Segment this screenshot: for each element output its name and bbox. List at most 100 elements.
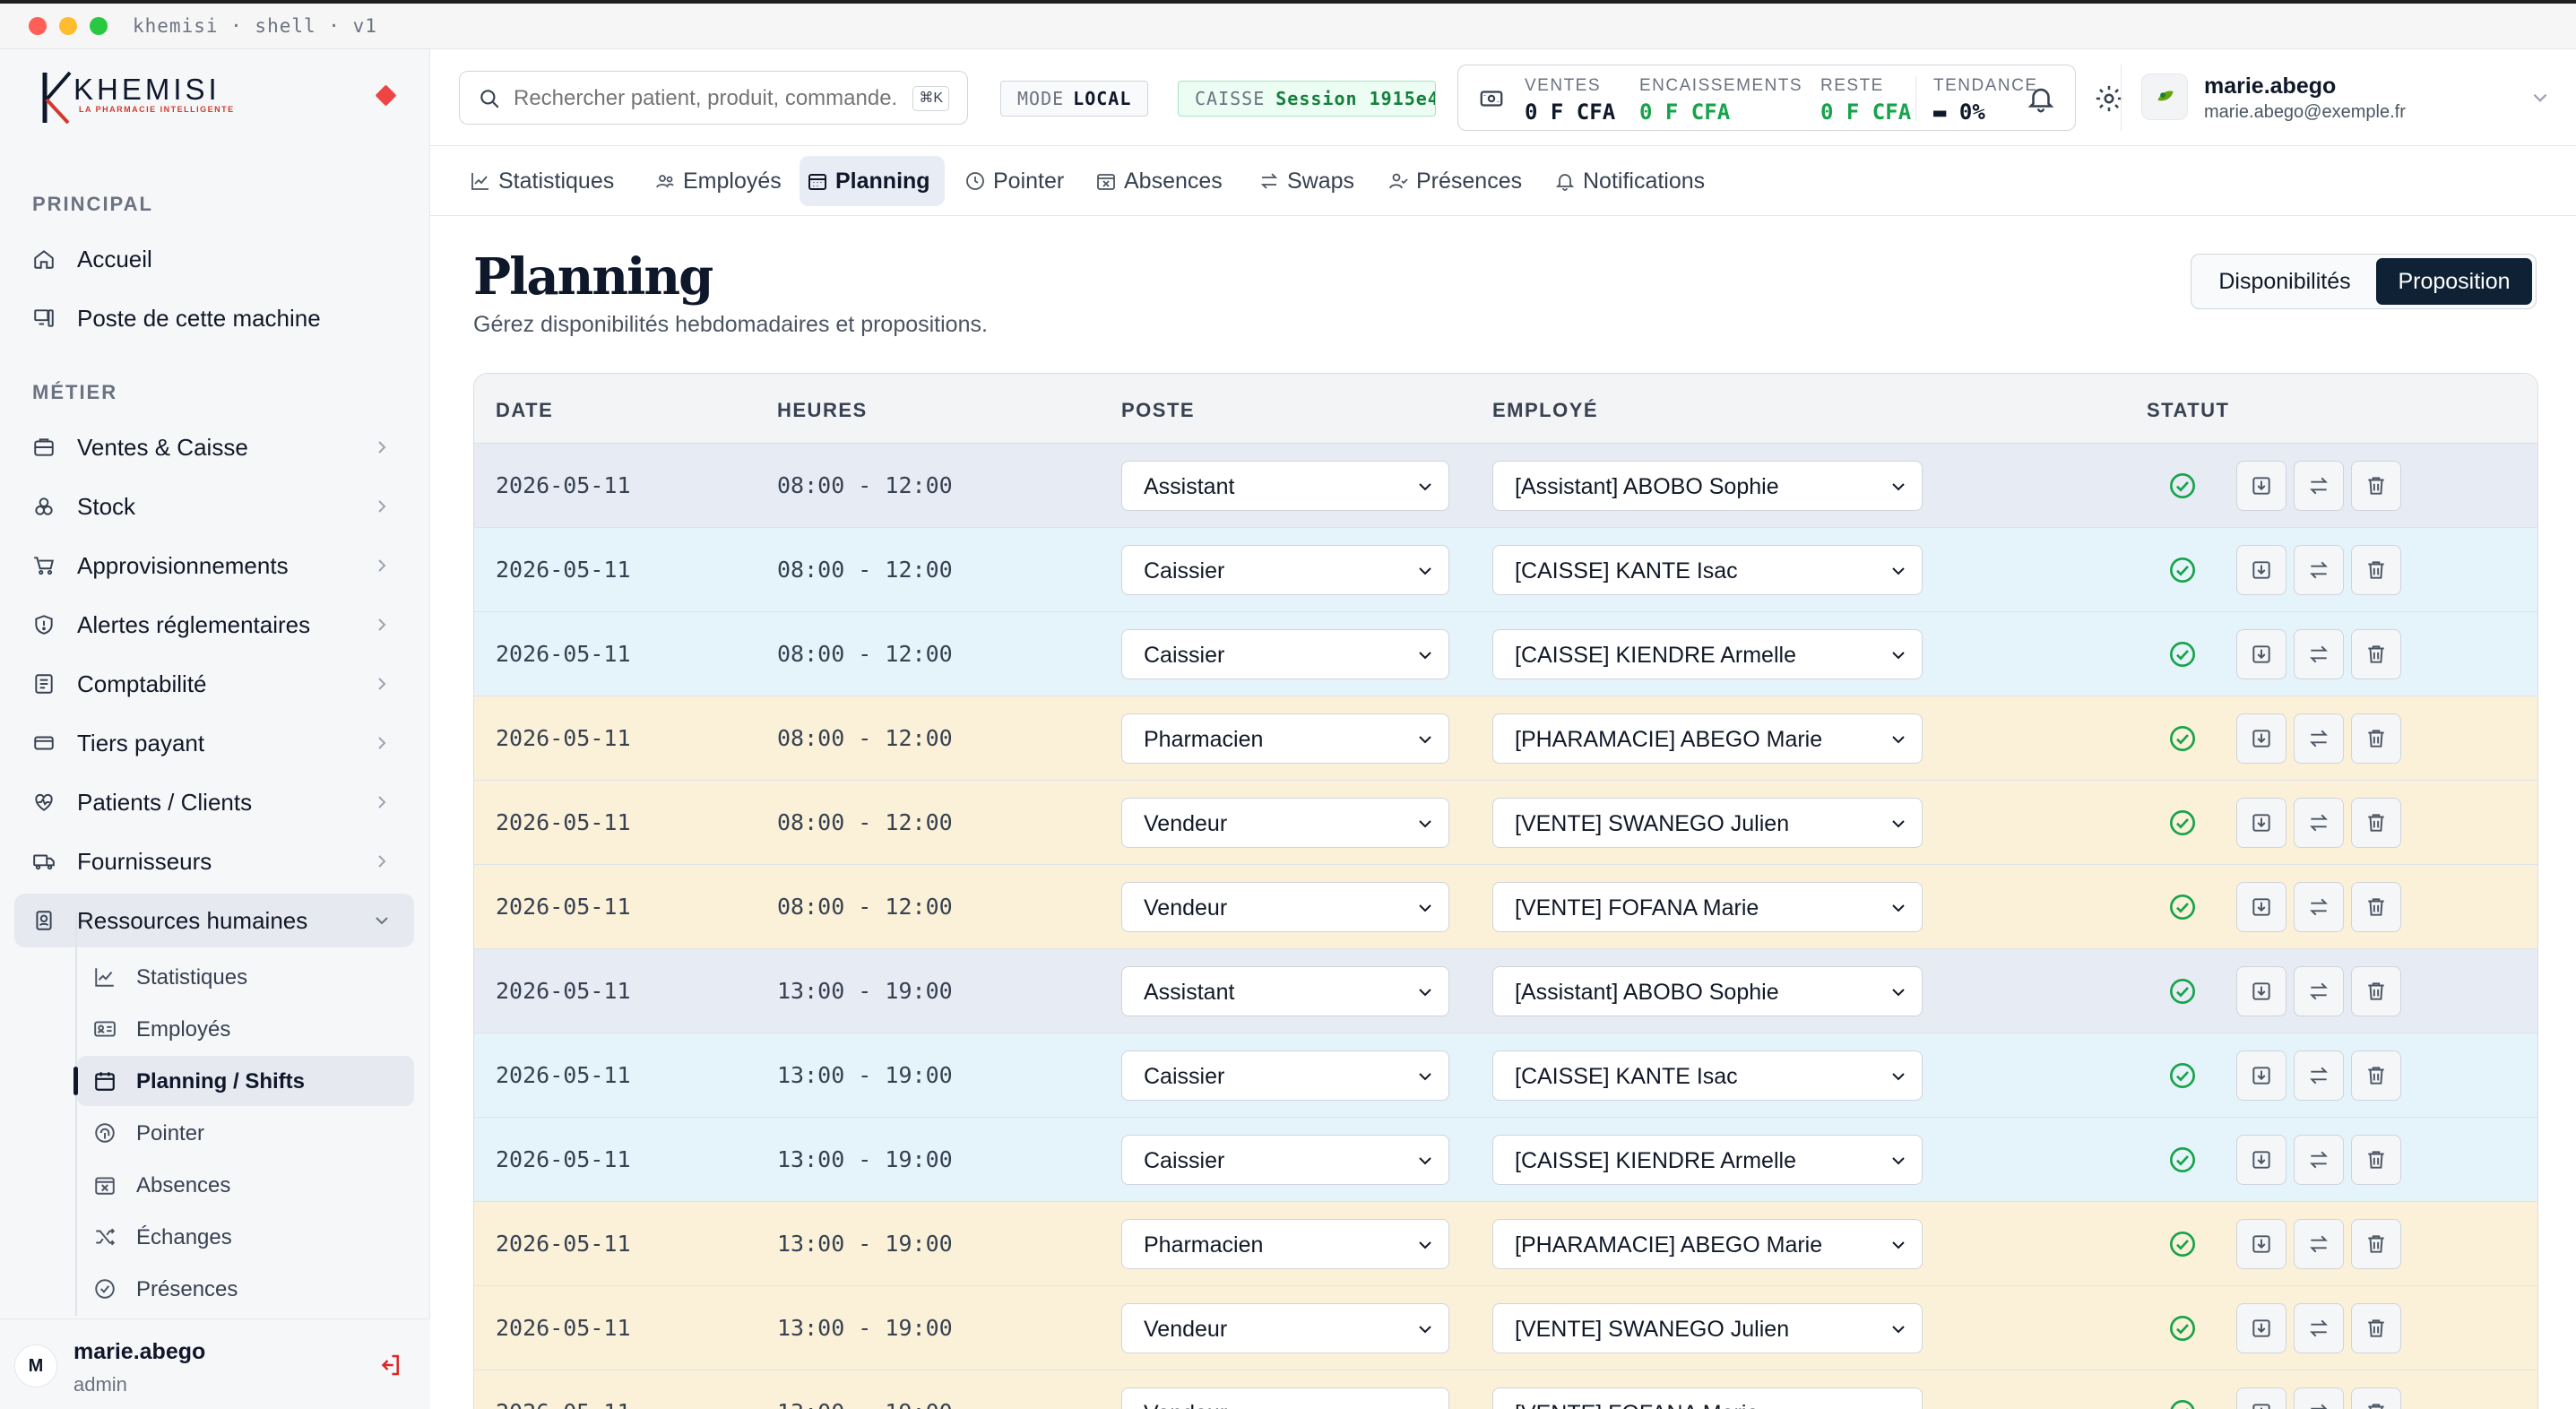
delete-shift-button[interactable] (2351, 545, 2401, 595)
logout-icon[interactable] (376, 1352, 403, 1379)
save-shift-button[interactable] (2236, 1219, 2286, 1269)
delete-shift-button[interactable] (2351, 1050, 2401, 1101)
toggle-proposition[interactable]: Proposition (2376, 258, 2532, 305)
employe-select[interactable]: [VENTE] FOFANA Marie (1492, 882, 1923, 932)
tab-presences[interactable]: Présences (1380, 156, 1536, 206)
save-shift-button[interactable] (2236, 798, 2286, 848)
swap-shift-button[interactable] (2294, 1219, 2344, 1269)
sidebar-item-ventes[interactable]: Ventes & Caisse (14, 420, 414, 474)
delete-shift-button[interactable] (2351, 713, 2401, 764)
save-shift-button[interactable] (2236, 461, 2286, 511)
sidebar-item-tiers-payant[interactable]: Tiers payant (14, 716, 414, 770)
tab-statistiques[interactable]: Statistiques (462, 156, 628, 206)
employe-select[interactable]: [CAISSE] KANTE Isac (1492, 1050, 1923, 1101)
sidebar-item-poste[interactable]: Poste de cette machine (14, 291, 414, 345)
sidebar-item-fournisseurs[interactable]: Fournisseurs (14, 834, 414, 888)
poste-select[interactable]: Vendeur (1121, 882, 1449, 932)
save-shift-button[interactable] (2236, 629, 2286, 679)
poste-select[interactable]: Vendeur (1121, 1387, 1449, 1409)
user-profile-menu[interactable]: marie.abego marie.abego@exemple.fr (2121, 65, 2551, 131)
save-shift-button[interactable] (2236, 713, 2286, 764)
swap-shift-button[interactable] (2294, 713, 2344, 764)
delete-shift-button[interactable] (2351, 882, 2401, 932)
poste-select[interactable]: Pharmacien (1121, 1219, 1449, 1269)
gear-icon[interactable] (2094, 83, 2124, 114)
delete-shift-button[interactable] (2351, 1219, 2401, 1269)
save-shift-button[interactable] (2236, 545, 2286, 595)
delete-shift-button[interactable] (2351, 629, 2401, 679)
tab-pointer[interactable]: Pointer (957, 156, 1078, 206)
swap-shift-button[interactable] (2294, 1050, 2344, 1101)
employe-select[interactable]: [VENTE] FOFANA Marie (1492, 1387, 1923, 1409)
poste-select[interactable]: Vendeur (1121, 798, 1449, 848)
poste-select[interactable]: Assistant (1121, 966, 1449, 1016)
delete-shift-button[interactable] (2351, 798, 2401, 848)
save-shift-button[interactable] (2236, 966, 2286, 1016)
delete-shift-button[interactable] (2351, 1135, 2401, 1185)
sidebar-subitem-echanges[interactable]: Échanges (77, 1212, 414, 1262)
tab-employes[interactable]: Employés (647, 156, 796, 206)
avatar[interactable]: M (14, 1344, 57, 1387)
swap-shift-button[interactable] (2294, 1135, 2344, 1185)
employe-select[interactable]: [CAISSE] KIENDRE Armelle (1492, 629, 1923, 679)
swap-shift-button[interactable] (2294, 1387, 2344, 1409)
sidebar-subitem-absences[interactable]: Absences (77, 1160, 414, 1210)
swap-shift-button[interactable] (2294, 1303, 2344, 1353)
brand-logo[interactable]: KHEMISI LA PHARMACIE INTELLIGENTE (0, 49, 429, 146)
poste-select[interactable]: Caissier (1121, 1050, 1449, 1101)
sidebar-item-stock[interactable]: Stock (14, 480, 414, 533)
swap-shift-button[interactable] (2294, 629, 2344, 679)
delete-shift-button[interactable] (2351, 966, 2401, 1016)
sidebar-item-ressources-humaines[interactable]: Ressources humaines (14, 894, 414, 947)
tab-notifications[interactable]: Notifications (1547, 156, 1719, 206)
delete-shift-button[interactable] (2351, 1303, 2401, 1353)
employe-select[interactable]: [Assistant] ABOBO Sophie (1492, 966, 1923, 1016)
swap-shift-button[interactable] (2294, 545, 2344, 595)
save-shift-button[interactable] (2236, 1387, 2286, 1409)
search-box[interactable]: ⌘K (459, 71, 968, 125)
tab-absences[interactable]: Absences (1088, 156, 1237, 206)
sidebar-item-alertes[interactable]: Alertes réglementaires (14, 598, 414, 652)
sidebar-subitem-pointer[interactable]: Pointer (77, 1108, 414, 1158)
sidebar-item-patients[interactable]: Patients / Clients (14, 775, 414, 829)
swap-shift-button[interactable] (2294, 798, 2344, 848)
sidebar-subitem-presences[interactable]: Présences (77, 1264, 414, 1314)
sidebar-item-accueil[interactable]: Accueil (14, 232, 414, 286)
tab-swaps[interactable]: Swaps (1251, 156, 1369, 206)
poste-select[interactable]: Caissier (1121, 545, 1449, 595)
sidebar-subitem-employes[interactable]: Employés (77, 1004, 414, 1054)
tab-planning[interactable]: Planning (800, 156, 945, 206)
swap-shift-button[interactable] (2294, 461, 2344, 511)
poste-select[interactable]: Caissier (1121, 629, 1449, 679)
toggle-disponibilites[interactable]: Disponibilités (2218, 269, 2351, 294)
save-shift-button[interactable] (2236, 882, 2286, 932)
employe-select[interactable]: [Assistant] ABOBO Sophie (1492, 461, 1923, 511)
swap-shift-button[interactable] (2294, 882, 2344, 932)
employe-select[interactable]: [PHARAMACIE] ABEGO Marie (1492, 1219, 1923, 1269)
poste-select[interactable]: Assistant (1121, 461, 1449, 511)
save-shift-button[interactable] (2236, 1050, 2286, 1101)
close-window-button[interactable] (29, 17, 47, 35)
caisse-session-badge[interactable]: CAISSE Session 1915e4 (1178, 81, 1436, 117)
employe-select[interactable]: [CAISSE] KIENDRE Armelle (1492, 1135, 1923, 1185)
swap-shift-button[interactable] (2294, 966, 2344, 1016)
minimize-window-button[interactable] (59, 17, 77, 35)
delete-shift-button[interactable] (2351, 1387, 2401, 1409)
sidebar-item-comptabilite[interactable]: Comptabilité (14, 657, 414, 711)
employe-select[interactable]: [VENTE] SWANEGO Julien (1492, 1303, 1923, 1353)
employe-select[interactable]: [PHARAMACIE] ABEGO Marie (1492, 713, 1923, 764)
sidebar-subitem-statistiques[interactable]: Statistiques (77, 952, 414, 1002)
search-input[interactable] (514, 82, 899, 115)
sidebar-subitem-planning-shifts[interactable]: Planning / Shifts (73, 1056, 414, 1106)
maximize-window-button[interactable] (90, 17, 108, 35)
bell-icon[interactable] (2026, 83, 2056, 114)
sidebar-item-approvisionnements[interactable]: Approvisionnements (14, 539, 414, 592)
employe-select[interactable]: [VENTE] SWANEGO Julien (1492, 798, 1923, 848)
save-shift-button[interactable] (2236, 1135, 2286, 1185)
save-shift-button[interactable] (2236, 1303, 2286, 1353)
delete-shift-button[interactable] (2351, 461, 2401, 511)
poste-select[interactable]: Vendeur (1121, 1303, 1449, 1353)
poste-select[interactable]: Caissier (1121, 1135, 1449, 1185)
employe-select[interactable]: [CAISSE] KANTE Isac (1492, 545, 1923, 595)
poste-select[interactable]: Pharmacien (1121, 713, 1449, 764)
